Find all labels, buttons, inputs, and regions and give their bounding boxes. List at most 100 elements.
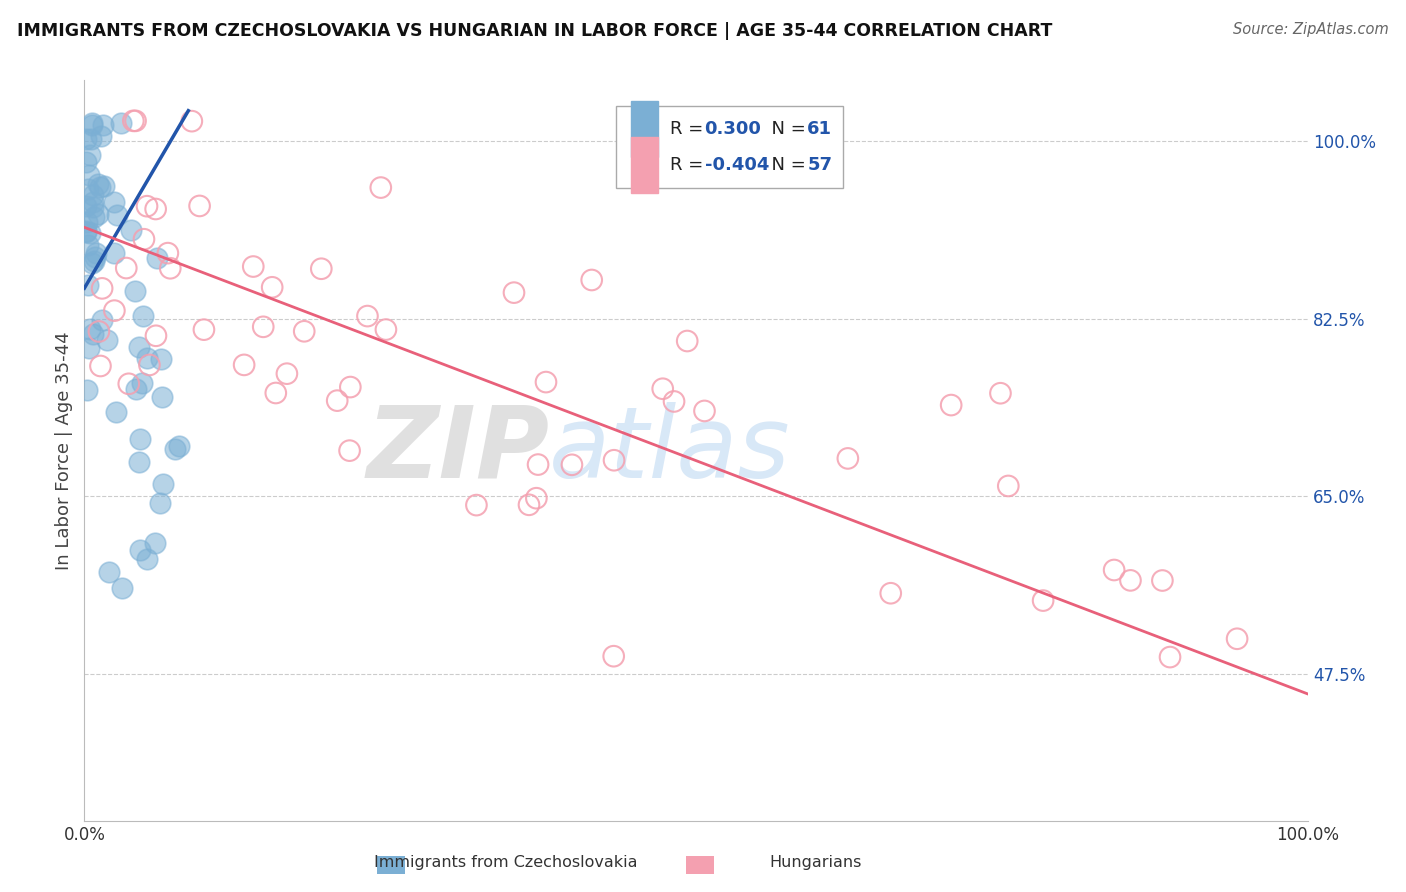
Point [120,223,142,237]
Point [75,154,97,169]
Point [79,226,101,240]
Point [233,358,256,372]
Point [80,118,103,132]
FancyBboxPatch shape [616,106,842,187]
Point [146,251,169,265]
Point [103,303,125,318]
Point [104,405,127,419]
Point [1119,574,1142,588]
Point [89,180,111,194]
Text: Source: ZipAtlas.com: Source: ZipAtlas.com [1233,22,1389,37]
Point [941,398,963,412]
Point [82,194,104,209]
Point [93,178,115,193]
Point [167,440,190,454]
Point [80,132,103,146]
Point [82,256,104,270]
Point [517,498,540,512]
Point [138,358,160,372]
Text: atlas: atlas [550,402,790,499]
Point [534,375,557,389]
Point [159,261,181,276]
Point [524,491,547,506]
Point [276,367,298,381]
Text: 0.300: 0.300 [704,120,762,138]
Point [145,202,167,216]
Point [111,581,134,595]
Point [128,340,150,354]
Point [105,209,128,223]
Point [374,322,396,336]
Point [676,334,699,348]
Point [149,352,172,367]
Point [97,565,120,579]
Point [693,404,716,418]
Point [77,181,100,195]
Point [75,199,97,213]
Point [990,386,1012,401]
Point [83,210,105,224]
Point [124,284,146,298]
Point [837,451,859,466]
Point [651,382,673,396]
Point [90,128,112,143]
Point [75,132,97,146]
Point [103,245,125,260]
Point [84,246,107,260]
Point [602,649,624,664]
Point [145,536,167,550]
Point [165,442,187,457]
Point [264,386,287,401]
Point [91,281,114,295]
Point [152,477,174,491]
Point [79,322,101,336]
Point [131,376,153,390]
Point [129,432,152,446]
Y-axis label: In Labor Force | Age 35-44: In Labor Force | Age 35-44 [55,331,73,570]
Point [103,195,125,210]
Point [527,458,550,472]
Point [1152,574,1174,588]
Text: R =: R = [671,120,709,138]
Point [193,323,215,337]
Point [91,313,114,327]
Text: 57: 57 [807,156,832,174]
Point [1102,563,1125,577]
Point [370,180,392,194]
Point [122,113,145,128]
FancyBboxPatch shape [631,101,658,157]
Point [87,325,110,339]
Point [91,118,114,132]
Point [262,280,284,294]
Point [311,261,333,276]
Point [75,224,97,238]
Text: Hungarians: Hungarians [769,855,862,870]
Point [125,382,148,396]
Point [465,498,488,512]
Point [82,326,104,341]
Text: N =: N = [759,120,811,138]
Point [149,495,172,509]
Point [89,359,111,373]
Point [124,113,146,128]
Point [292,324,315,338]
Point [150,390,173,404]
Point [131,309,153,323]
Text: IMMIGRANTS FROM CZECHOSLOVAKIA VS HUNGARIAN IN LABOR FORCE | AGE 35-44 CORRELATI: IMMIGRANTS FROM CZECHOSLOVAKIA VS HUNGAR… [17,22,1052,40]
Point [326,393,349,408]
Point [662,394,685,409]
Point [110,116,132,130]
Point [180,114,202,128]
Text: 61: 61 [807,120,832,138]
Point [136,351,159,366]
Point [118,376,141,391]
Point [76,383,98,397]
Point [83,250,105,264]
Point [561,458,583,472]
Point [76,237,98,252]
Point [75,225,97,239]
Point [252,319,274,334]
Point [82,200,104,214]
Point [1226,632,1249,646]
Point [188,199,211,213]
